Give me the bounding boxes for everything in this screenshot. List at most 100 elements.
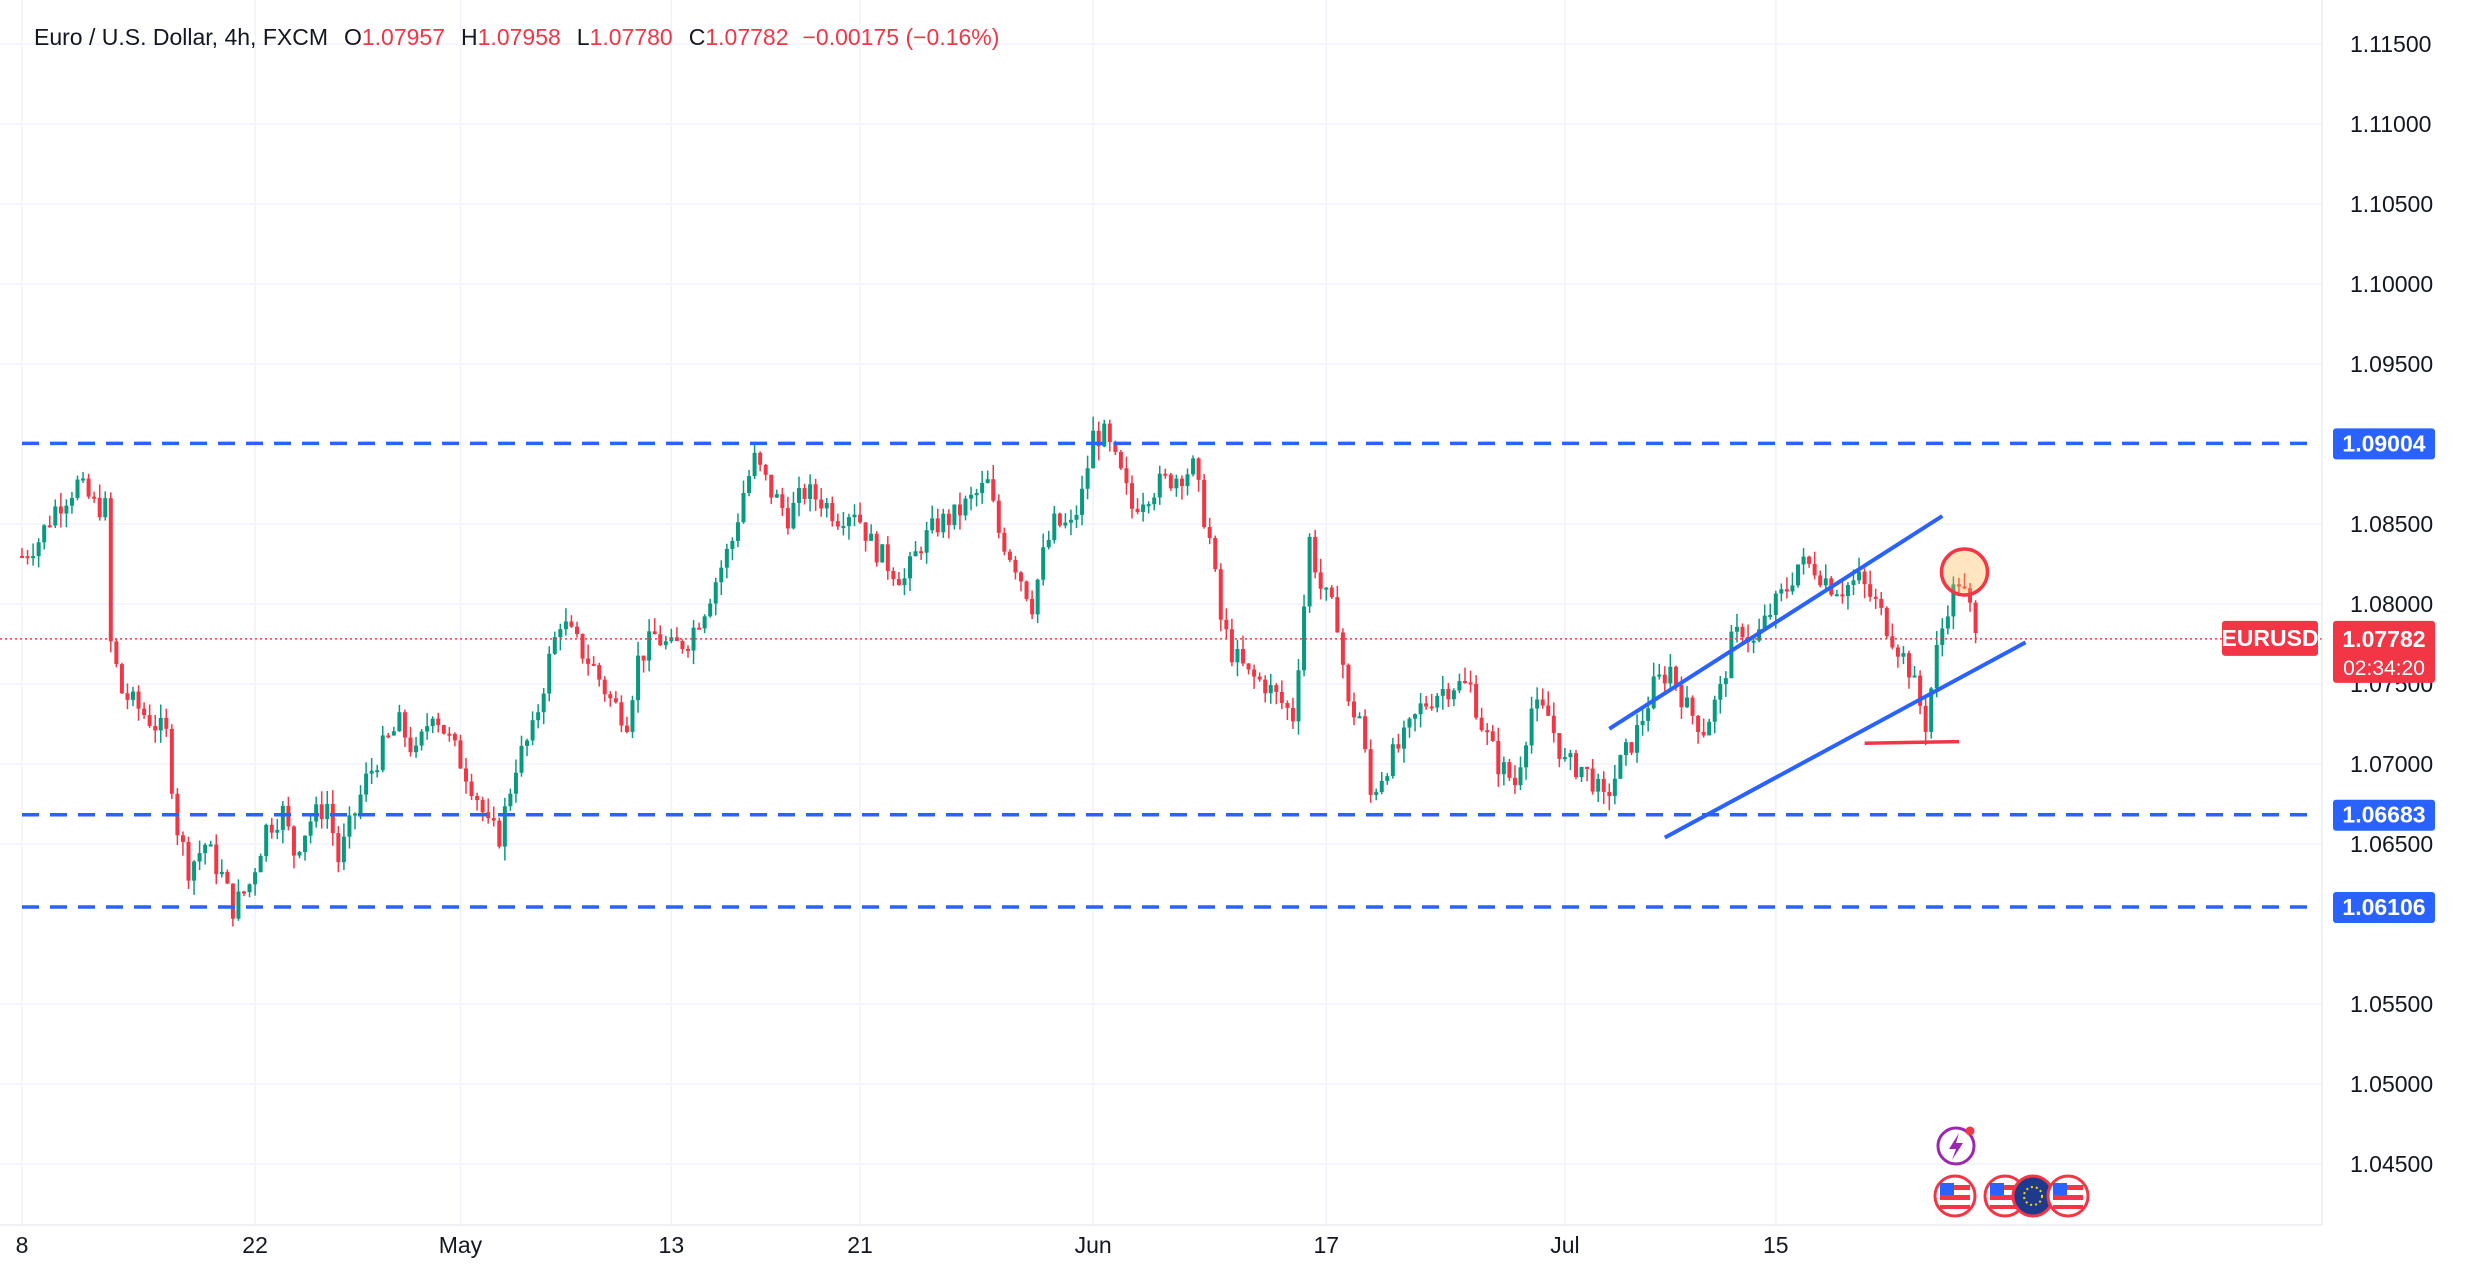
candle-body (1141, 504, 1146, 512)
candle-body (197, 853, 202, 862)
candle-body (402, 712, 407, 738)
candle-body (1496, 740, 1501, 775)
candles (20, 416, 1978, 927)
candle-body (563, 621, 568, 630)
candle-body (169, 728, 174, 794)
candle-body (186, 841, 191, 881)
last-price-label (2333, 620, 2435, 683)
candle-body (1329, 587, 1334, 598)
candle-body (1662, 674, 1667, 684)
candle-body (1357, 716, 1362, 719)
channel-upper-line[interactable] (1608, 514, 1944, 731)
candle-body (1135, 508, 1140, 512)
candle-body (819, 499, 824, 509)
candle-body (930, 518, 935, 531)
x-tick-label: Jun (1075, 1232, 1112, 1258)
candle-body (1923, 705, 1928, 732)
channel-lower-line[interactable] (1663, 640, 2027, 840)
candle-body (769, 474, 774, 498)
candle-body (1640, 720, 1645, 726)
candle-body (1740, 626, 1745, 638)
candle-body (1601, 778, 1606, 792)
candle-body (1973, 602, 1978, 633)
candle-body (303, 835, 308, 853)
candle-body (941, 513, 946, 533)
candle-body (957, 504, 962, 516)
candle-body (1424, 703, 1429, 707)
candle-body (491, 818, 496, 821)
candle-body (1401, 727, 1406, 749)
candle-body (1868, 584, 1873, 597)
candle-body (697, 627, 702, 630)
candle-body (452, 733, 457, 741)
candle-body (253, 872, 258, 885)
candle-body (1540, 699, 1545, 706)
candle-body (1701, 731, 1706, 736)
candle-body (1185, 474, 1190, 487)
us-flag-icon[interactable] (1933, 1174, 1977, 1218)
candle-body (1385, 776, 1390, 781)
candle-body (1773, 593, 1778, 615)
candle-body (547, 653, 552, 694)
candle-body (863, 522, 868, 541)
candle-body (1596, 778, 1601, 792)
candle-body (397, 712, 402, 732)
candle-body (824, 503, 829, 509)
candle-body (647, 631, 652, 661)
candle-body (1379, 780, 1384, 793)
candle-body (1174, 478, 1179, 489)
level-price-label (2333, 799, 2435, 831)
candle-body (1152, 497, 1157, 505)
candle-body (869, 533, 874, 541)
candle-body (846, 517, 851, 527)
candle-body (1551, 715, 1556, 734)
candle-body (1651, 676, 1656, 709)
candle-body (1518, 767, 1523, 786)
candle-body (497, 820, 502, 847)
candle-body (835, 521, 840, 527)
candle-body (1324, 587, 1329, 590)
symbol-title: Euro / U.S. Dollar, 4h, FXCM (34, 24, 328, 50)
x-tick-label: 15 (1763, 1232, 1789, 1258)
highlight-circle[interactable] (1939, 547, 1990, 597)
candle-body (264, 824, 269, 856)
candle-body (946, 513, 951, 526)
candle-body (1229, 629, 1234, 663)
candle-body (808, 484, 813, 499)
candle-body (1157, 473, 1162, 498)
candle-body (702, 616, 707, 629)
candle-body (358, 794, 363, 814)
candle-body (1945, 616, 1950, 629)
candle-body (1762, 615, 1767, 630)
candle-body (1146, 504, 1151, 507)
candle-body (880, 544, 885, 563)
y-axis: 1.11500 1.11000 1.10500 1.10000 1.09500 1.085… (2350, 31, 2433, 1177)
candle-body (1840, 594, 1845, 597)
candle-body (1024, 581, 1029, 599)
candle-body (108, 498, 113, 642)
candle-body (1884, 607, 1889, 637)
candle-body (364, 773, 369, 795)
candle-body (1557, 733, 1562, 759)
candle-body (414, 745, 419, 753)
candle-body (1529, 708, 1534, 746)
high-value: H1.07958 (461, 24, 561, 50)
candle-body (1718, 684, 1723, 700)
open-value: O1.07957 (343, 24, 446, 50)
candle-body (1845, 584, 1850, 597)
candle-body (691, 627, 696, 651)
support-mark-line[interactable] (1864, 739, 1959, 745)
candle-body (652, 631, 657, 635)
us-flag-icon[interactable] (2046, 1174, 2090, 1218)
candle-body (1130, 483, 1134, 509)
candle-body (97, 497, 102, 518)
candle-body (475, 796, 480, 800)
candle-body (1196, 458, 1201, 480)
candle-body (519, 745, 524, 773)
candle-body (1812, 563, 1817, 576)
candle-body (1723, 678, 1728, 685)
candle-body (619, 702, 624, 726)
candle-body (1734, 626, 1739, 632)
